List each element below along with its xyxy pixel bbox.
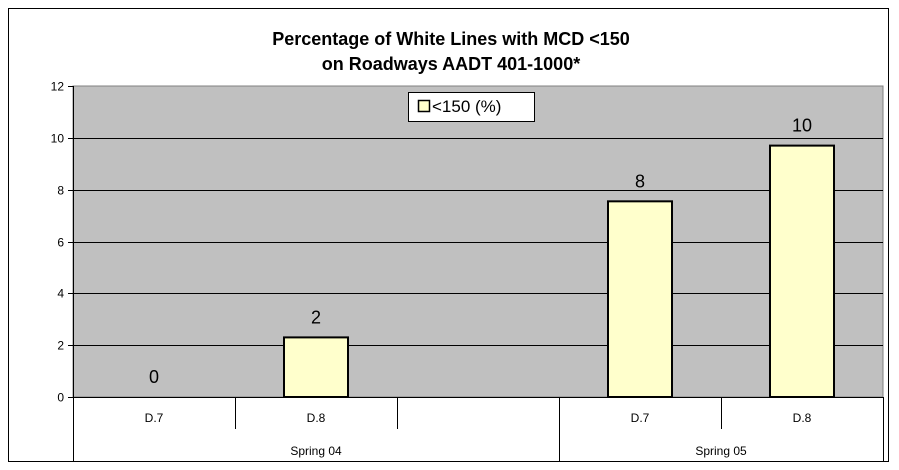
x-group-label: Spring 05 xyxy=(695,444,747,458)
y-tick-label: 6 xyxy=(57,236,64,250)
bar xyxy=(607,200,673,398)
x-tick-label: D.7 xyxy=(631,411,650,425)
legend-label: <150 (%) xyxy=(432,97,501,116)
data-label: 8 xyxy=(635,171,645,191)
y-axis: 0 2 4 6 8 10 12 xyxy=(51,80,74,405)
y-tick-label: 8 xyxy=(57,184,64,198)
data-label: 0 xyxy=(149,367,159,387)
plot-area xyxy=(72,85,884,398)
data-label: 10 xyxy=(792,116,812,136)
chart-title-line-1: Percentage of White Lines with MCD <150 xyxy=(272,29,630,49)
legend: <150 (%) xyxy=(408,92,535,122)
bars xyxy=(283,144,835,398)
y-tick-label: 10 xyxy=(51,132,65,146)
y-tick-label: 2 xyxy=(57,339,64,353)
x-group-label: Spring 04 xyxy=(290,444,342,458)
x-tick-label: D.7 xyxy=(145,411,164,425)
legend-swatch xyxy=(417,99,431,113)
gridlines xyxy=(73,138,883,346)
data-labels: 0 2 8 10 xyxy=(149,116,812,387)
x-tick-label: D.8 xyxy=(793,411,812,425)
y-tick-label: 4 xyxy=(57,287,64,301)
bar xyxy=(769,144,835,398)
data-label: 2 xyxy=(311,307,321,327)
bar xyxy=(283,336,349,398)
y-tick-label: 12 xyxy=(51,80,65,94)
y-tick-label: 0 xyxy=(57,391,64,405)
x-axis: D.7 D.8 D.7 D.8 Spring 04 Spring 05 xyxy=(73,397,884,461)
chart-title-line-2: on Roadways AADT 401-1000* xyxy=(322,54,580,74)
x-tick-label: D.8 xyxy=(307,411,326,425)
